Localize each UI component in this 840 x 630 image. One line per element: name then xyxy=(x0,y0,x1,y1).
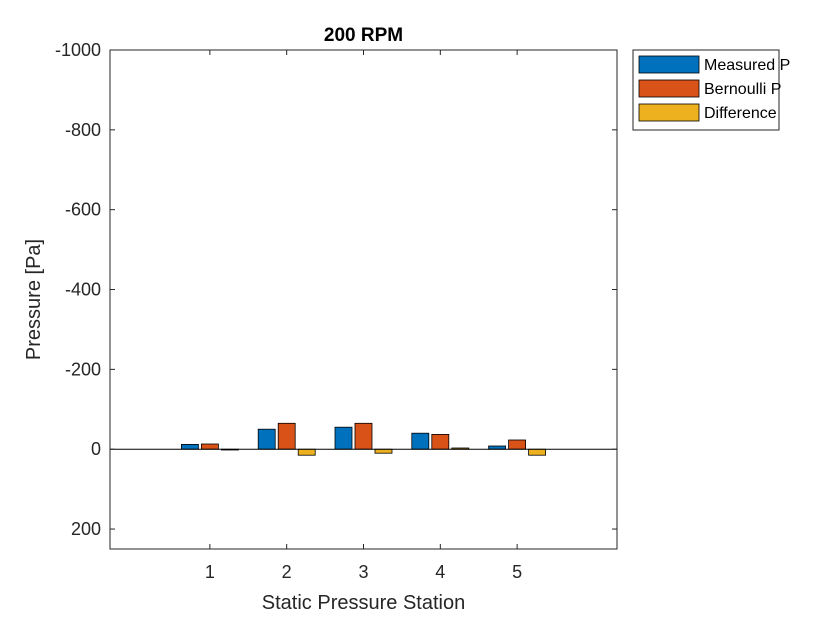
legend-swatch-measured-p xyxy=(638,55,700,74)
legend-swatch-bernoulli-p xyxy=(638,79,700,98)
y-tick-label: -600 xyxy=(65,200,101,220)
x-axis-label: Static Pressure Station xyxy=(262,592,465,614)
legend-label-difference: Difference xyxy=(704,105,777,122)
bar-measured-p-station-4 xyxy=(411,432,430,450)
bar-difference-station-2 xyxy=(297,448,316,456)
legend-label-measured-p: Measured P xyxy=(704,57,790,74)
legend-swatch-difference xyxy=(638,103,700,122)
bar-bernoulli-p-station-1 xyxy=(200,443,219,450)
legend: Measured P Bernoulli P Difference xyxy=(632,49,790,131)
bar-bernoulli-p-station-4 xyxy=(431,433,450,450)
y-axis-ticks: 200 0 -200 -400 -600 -800 -1000 xyxy=(55,40,617,539)
bar-measured-p-station-2 xyxy=(257,428,276,450)
bar-bernoulli-p-station-5 xyxy=(508,439,527,450)
bar-bernoulli-p-station-2 xyxy=(277,422,296,450)
bar-difference-station-3 xyxy=(374,448,393,454)
y-tick-label: -1000 xyxy=(55,40,101,60)
chart-title: 200 RPM xyxy=(324,25,403,46)
x-tick-label: 1 xyxy=(205,562,215,582)
y-tick-label: -400 xyxy=(65,280,101,300)
x-tick-label: 5 xyxy=(512,562,522,582)
bar-measured-p-station-1 xyxy=(180,443,199,450)
y-axis-label: Pressure [Pa] xyxy=(23,239,45,360)
y-tick-label: 200 xyxy=(71,519,101,539)
y-tick-label: 0 xyxy=(91,439,101,459)
x-tick-label: 2 xyxy=(282,562,292,582)
bar-bernoulli-p-station-3 xyxy=(354,422,373,450)
bar-measured-p-station-3 xyxy=(334,426,353,450)
y-tick-label: -200 xyxy=(65,359,101,379)
y-tick-label: -800 xyxy=(65,120,101,140)
plot-area xyxy=(109,49,618,550)
x-axis-ticks: 1 2 3 4 5 xyxy=(205,50,522,582)
x-tick-label: 3 xyxy=(358,562,368,582)
bar-difference-station-5 xyxy=(528,448,546,456)
x-tick-label: 4 xyxy=(435,562,445,582)
legend-label-bernoulli-p: Bernoulli P xyxy=(704,81,781,98)
